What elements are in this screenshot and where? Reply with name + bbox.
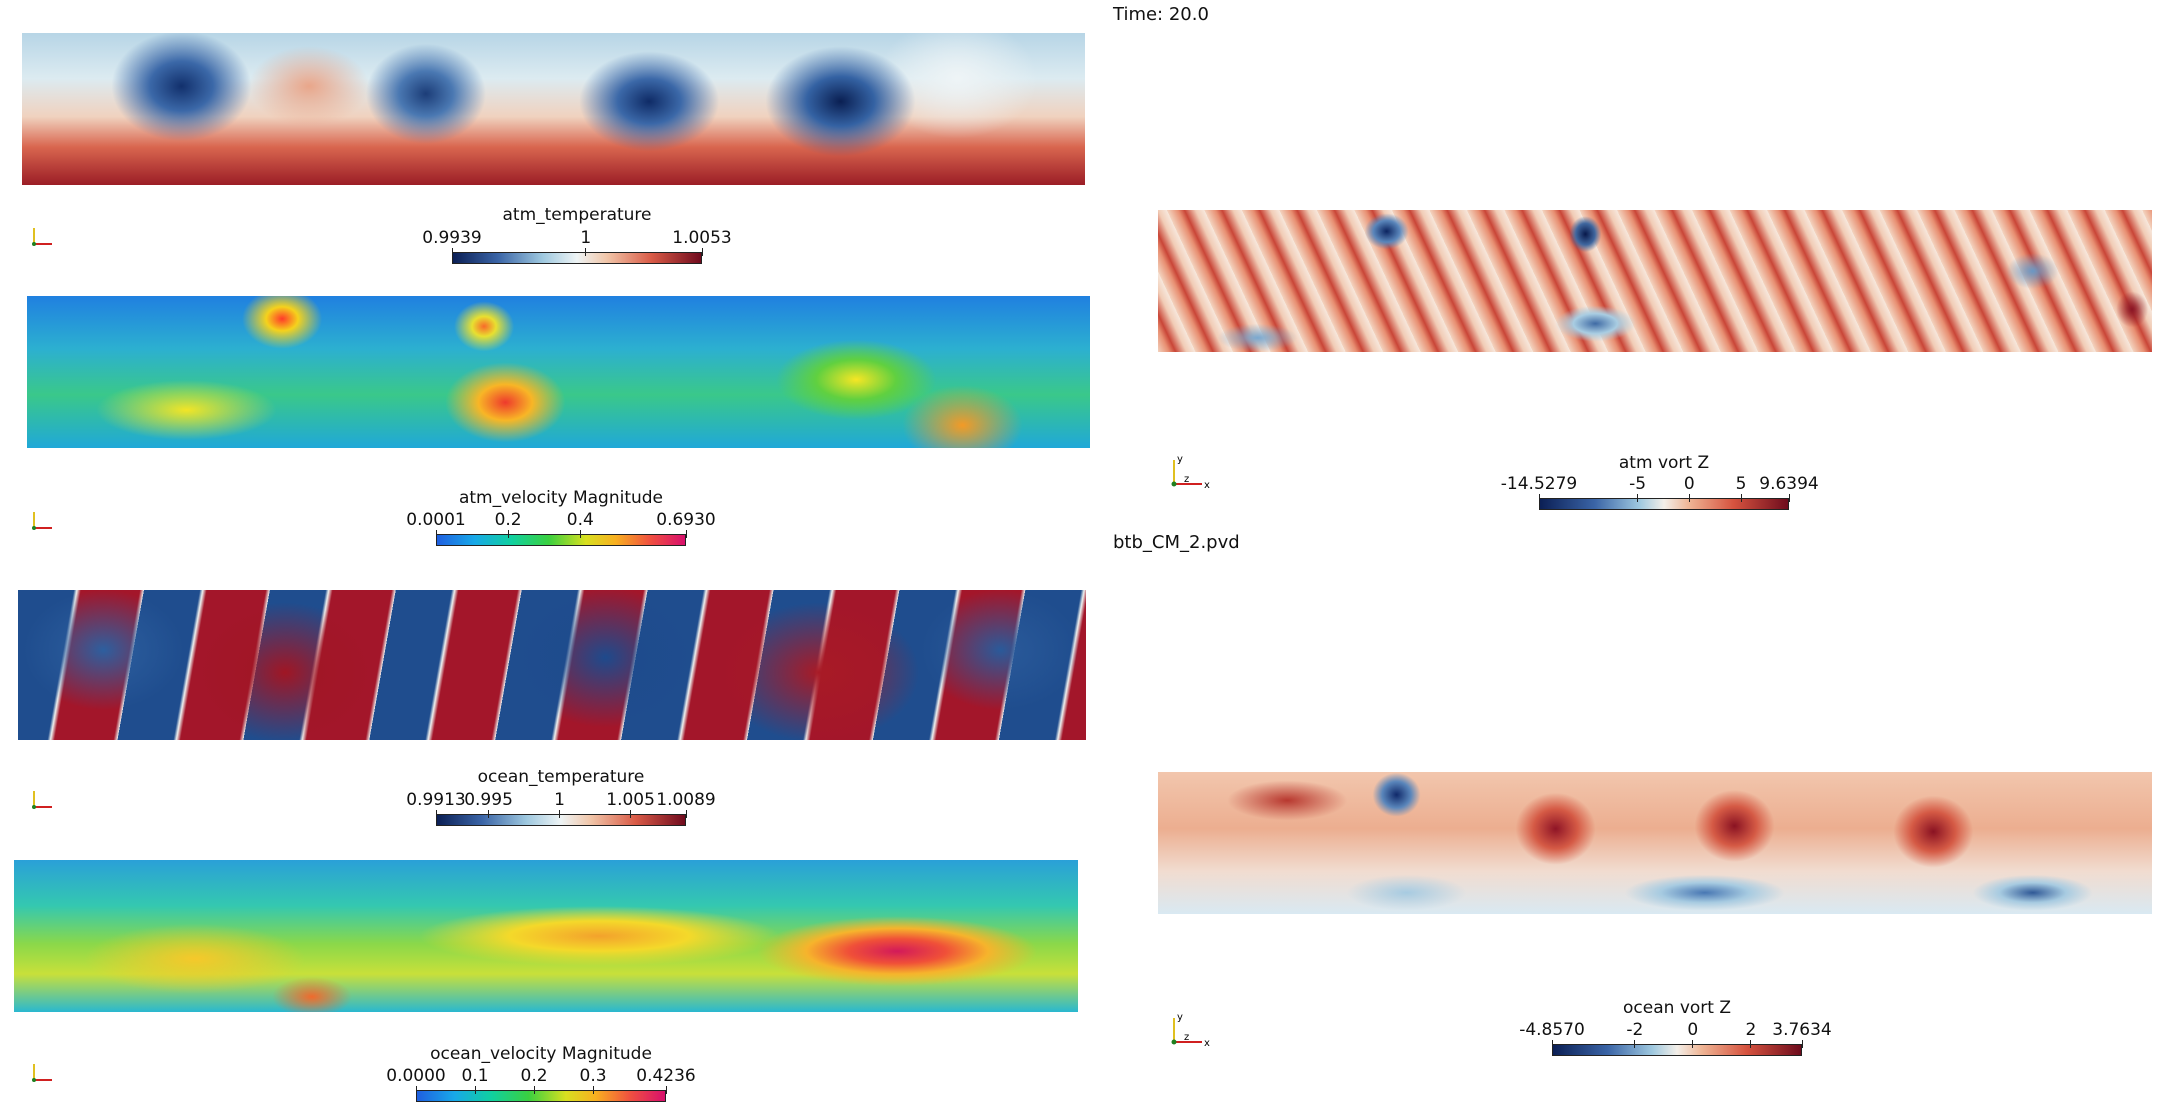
colorbar-tick-mark xyxy=(1551,1040,1553,1048)
colorbar-tick-mark xyxy=(579,530,581,538)
colorbar-tick-mark xyxy=(665,1086,667,1094)
orientation-axes-icon: y z x xyxy=(1168,1008,1210,1049)
colorbar-atm-velocity xyxy=(436,534,686,546)
colorbar-tick-mark xyxy=(435,810,437,818)
orientation-axes-icon xyxy=(30,787,70,827)
colorbar-tick-label: 0.4236 xyxy=(636,1066,696,1086)
file-label: btb_CM_2.pvd xyxy=(1113,532,1240,553)
colorbar-tick-label: 0.0001 xyxy=(406,510,466,530)
colorbar-tick-mark xyxy=(1692,1040,1694,1048)
colorbar-tick-label: 1 xyxy=(554,790,565,810)
colorbar-tick-mark xyxy=(559,810,561,818)
colorbar-tick-mark xyxy=(1688,494,1690,502)
time-label: Time: 20.0 xyxy=(1113,4,1209,25)
colorbar-tick-mark xyxy=(533,1086,535,1094)
orientation-axes-icon xyxy=(30,1060,70,1100)
colorbar-tick-label: 0.9939 xyxy=(422,228,482,248)
colorbar-tick-mark xyxy=(585,248,587,256)
colorbar-ocean-temperature xyxy=(436,814,686,826)
colorbar-tick-label: 0 xyxy=(1683,474,1695,494)
colorbar-atm-vort xyxy=(1539,498,1789,510)
render-view-ocean-velocity[interactable]: ocean_velocity Magnitude 0.0000 0.1 0.2 0.3… xyxy=(0,848,1100,1106)
axis-z-label: z xyxy=(1184,1032,1189,1043)
render-view-ocean-vort[interactable]: y z x ocean vort Z -4.8570 -2 0 2 3.7634 xyxy=(1108,560,2173,1106)
colorbar-ocean-velocity xyxy=(416,1090,666,1102)
render-view-ocean-temperature[interactable]: ocean_temperature 0.9913 0.995 1 1.005 1.008… xyxy=(0,570,1100,840)
colorbar-tick-label: 1 xyxy=(580,228,592,248)
atm-velocity-field xyxy=(27,296,1090,448)
orientation-axes-icon: y z x xyxy=(1168,450,1210,491)
colorbar-tick-mark xyxy=(701,248,703,256)
orientation-axes-icon xyxy=(30,508,70,548)
atm-vorticity-field xyxy=(1158,210,2152,352)
colorbar-tick-label: 0.0000 xyxy=(386,1066,446,1086)
colorbar-tick-mark xyxy=(435,530,437,538)
colorbar-title: atm_velocity Magnitude xyxy=(458,488,664,508)
colorbar-tick-label: 0.3 xyxy=(579,1066,607,1086)
colorbar-title: ocean_temperature xyxy=(477,767,645,787)
colorbar-tick-mark xyxy=(685,530,687,538)
ocean-temperature-field xyxy=(18,590,1086,740)
colorbar-tick-mark xyxy=(685,810,687,818)
colorbar-tick-label: 1.0089 xyxy=(656,790,716,810)
colorbar-tick-label: 2 xyxy=(1745,1020,1757,1040)
render-view-atm-temperature[interactable]: atm_temperature 0.9939 1 1.0053 xyxy=(0,0,1100,275)
colorbar-tick-label: 9.6394 xyxy=(1759,474,1819,494)
render-view-atm-velocity[interactable]: atm_velocity Magnitude 0.0001 0.2 0.4 0.693… xyxy=(0,280,1100,560)
colorbar-tick-label: 5 xyxy=(1735,474,1747,494)
colorbar-tick-mark xyxy=(1788,494,1790,502)
ocean-vorticity-field xyxy=(1158,772,2152,914)
colorbar-title: atm_temperature xyxy=(502,205,652,225)
colorbar-tick-mark xyxy=(1750,1040,1752,1048)
colorbar-tick-label: 0 xyxy=(1687,1020,1699,1040)
colorbar-tick-label: 3.7634 xyxy=(1772,1020,1832,1040)
colorbar-title: ocean vort Z xyxy=(1623,998,1731,1018)
colorbar-tick-mark xyxy=(1634,1040,1636,1048)
colorbar-tick-label: 0.995 xyxy=(464,790,513,810)
colorbar-tick-label: -2 xyxy=(1626,1020,1644,1040)
colorbar-tick-mark xyxy=(474,1086,476,1094)
colorbar-tick-label: -5 xyxy=(1629,474,1647,494)
axis-x-label: x xyxy=(1204,480,1210,491)
colorbar-tick-label: -4.8570 xyxy=(1519,1020,1585,1040)
colorbar-tick-mark xyxy=(1801,1040,1803,1048)
colorbar-tick-label: 0.6930 xyxy=(656,510,716,530)
colorbar-tick-mark xyxy=(488,810,490,818)
colorbar-tick-mark xyxy=(1637,494,1639,502)
colorbar-tick-mark xyxy=(507,530,509,538)
orientation-axes-icon xyxy=(30,224,70,264)
colorbar-tick-mark xyxy=(592,1086,594,1094)
colorbar-tick-mark xyxy=(415,1086,417,1094)
colorbar-tick-label: 0.9913 xyxy=(406,790,466,810)
colorbar-ocean-vort xyxy=(1552,1044,1802,1056)
colorbar-tick-label: 0.2 xyxy=(520,1066,548,1086)
colorbar-tick-label: 0.1 xyxy=(461,1066,489,1086)
axis-x-label: x xyxy=(1204,1038,1210,1049)
colorbar-tick-label: 1.0053 xyxy=(672,228,732,248)
render-view-atm-vort[interactable]: y z x atm vort Z -14.5279 -5 0 5 9.6394 xyxy=(1108,30,2173,520)
colorbar-tick-mark xyxy=(451,248,453,256)
colorbar-tick-mark xyxy=(1740,494,1742,502)
colorbar-title: atm vort Z xyxy=(1618,453,1710,473)
colorbar-tick-mark xyxy=(1538,494,1540,502)
colorbar-atm-temperature xyxy=(452,252,702,264)
colorbar-tick-label: 1.005 xyxy=(606,790,655,810)
ocean-velocity-field xyxy=(14,860,1078,1012)
axis-y-label: y xyxy=(1177,454,1183,465)
colorbar-tick-label: 0.4 xyxy=(566,510,594,530)
colorbar-tick-mark xyxy=(630,810,632,818)
colorbar-title: ocean_velocity Magnitude xyxy=(430,1044,652,1064)
atm-temperature-field xyxy=(22,33,1085,185)
axis-z-label: z xyxy=(1184,474,1189,485)
colorbar-tick-label: 0.2 xyxy=(494,510,522,530)
axis-y-label: y xyxy=(1177,1012,1183,1023)
colorbar-tick-label: -14.5279 xyxy=(1500,474,1578,494)
